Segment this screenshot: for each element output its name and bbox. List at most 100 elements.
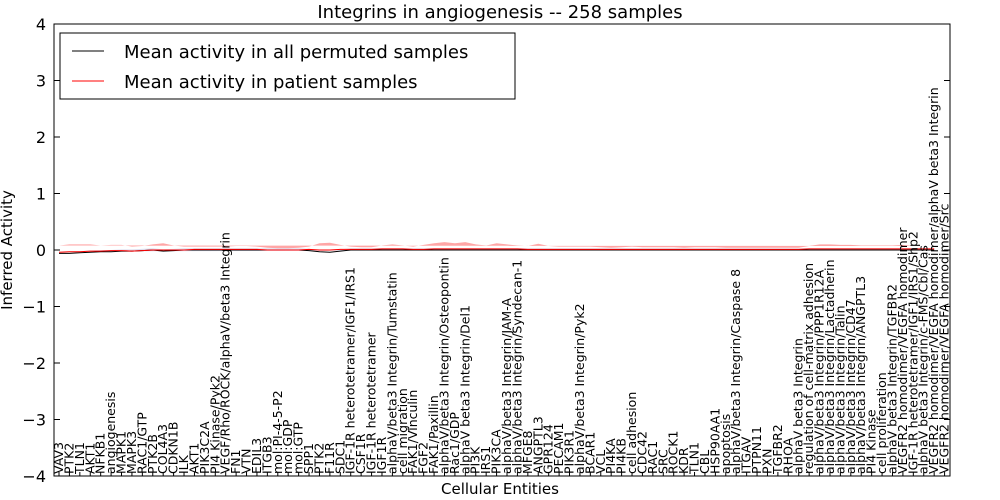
x-tick-label: alphaV/beta3 Integrin/JAM-A <box>499 298 514 474</box>
x-tick-label: CSF1R <box>353 433 368 474</box>
x-tick-label: alphaV/beta3 Integrin/Osteopontin <box>437 257 452 474</box>
x-tick-label: mol:GTP <box>291 422 306 474</box>
x-tick-label: VEGFR2 homodimer/VEGFA homodimer/alphaV … <box>926 87 941 474</box>
x-tick-label: alphaV beta3 Integrin/TGFBR2 <box>885 284 900 474</box>
x-tick-label: SPP1 <box>301 443 316 474</box>
x-tick-label: SRC <box>655 449 670 474</box>
y-tick-label: 3 <box>36 72 46 91</box>
x-tick-label: apoptosis <box>718 414 733 474</box>
x-tick-label: CBL <box>697 450 712 474</box>
x-tick-label: VEGF/Rho/ROCK/alphaV/beta3 Integrin <box>218 232 233 474</box>
x-tick-label: SDC1 <box>332 440 347 474</box>
x-tick-label: VEGFR2 homodimer/VEGFA homodimer/Src <box>937 204 952 474</box>
x-tick-label: VCL <box>593 450 608 474</box>
x-tick-label: VAV3 <box>51 442 66 474</box>
x-tick-label: regulation of cell-matrix adhesion <box>801 263 816 474</box>
x-tick-label: FGF2 <box>416 442 431 474</box>
x-tick-label: alphaV/beta3 Integrin/CD47 <box>843 299 858 474</box>
x-tick-label: angiogenesis <box>103 392 118 474</box>
y-tick-label: 4 <box>36 15 46 34</box>
y-tick-label: −4 <box>22 467 46 486</box>
y-tick-label: 2 <box>36 128 46 147</box>
x-tick-label: ITGAV <box>739 436 754 474</box>
x-tick-label: alphaV/beta3 Integrin/Tumstatin <box>384 272 399 474</box>
x-tick-label: alphaV/beta3 Integrin/Lactadherin <box>822 259 837 474</box>
x-tick-label: FAK1/Paxillin <box>426 395 441 474</box>
x-tick-label: MAPK1 <box>114 431 129 474</box>
x-tick-label: mol:GDP <box>280 419 295 474</box>
x-tick-label: PI4 Kinase <box>864 409 879 474</box>
y-axis: −4 −3 −2 −1 0 1 2 3 4 <box>22 15 950 486</box>
x-tick-label: cell proliferation <box>874 372 889 474</box>
series-line-permuted <box>59 249 935 254</box>
x-tick-label: KDR <box>676 447 691 474</box>
chart-title: Integrins in angiogenesis -- 258 samples <box>317 2 682 23</box>
x-tick-label: alphaV beta3 Integrin <box>791 338 806 474</box>
x-tick-label: RAC1/GTP <box>134 412 149 474</box>
x-tick-label: Rac1/GDP <box>447 412 462 474</box>
legend: Mean activity in all permuted samples Me… <box>59 32 516 100</box>
x-tick-label: AKT1 <box>186 443 201 474</box>
legend-box <box>59 32 516 100</box>
x-tick-label: GPR124 <box>541 424 556 474</box>
x-tick-label: alphaV/beta3 Integrin/Syndecan-1 <box>509 260 524 474</box>
x-tick-label: VTN <box>239 448 254 474</box>
x-tick-label: FAK1/Vinculin <box>405 390 420 474</box>
x-tick-label: ROCK1 <box>666 431 681 474</box>
x-tick-label: mol:PI-4-5-P2 <box>270 390 285 474</box>
x-tick-label: RAC1 <box>645 441 660 474</box>
x-tick-label: BCAR1 <box>582 432 597 474</box>
x-tick-label: IRS1 <box>478 446 493 474</box>
x-tick-label: PXN <box>760 449 775 474</box>
x-tick-label: cell adhesion <box>624 392 639 474</box>
legend-label-permuted: Mean activity in all permuted samples <box>124 42 468 63</box>
x-tick-label: EDIL3 <box>249 438 264 474</box>
x-tick-label: ITGB3 <box>259 436 274 474</box>
x-tick-label: F11R <box>322 442 337 474</box>
x-tick-label: PI4KA <box>603 438 618 474</box>
x-tick-label: alphaV beta3 Integrin/Del1 <box>457 305 472 474</box>
x-tick-label: PECAM1 <box>551 423 566 474</box>
x-tick-label: alphaV/beta3 Integrin/PPP1R12A <box>812 269 827 474</box>
x-tick-label: VEGFR2 homodimer/VEGFA homodimer <box>895 227 910 474</box>
x-tick-label: FN1 <box>228 450 243 475</box>
series-line-patient <box>58 248 935 253</box>
x-tick-label: IGF-1R heterotetramer/IGF1/IRS1/Shp2 <box>905 231 920 474</box>
x-tick-label: RHOA <box>780 437 795 474</box>
y-tick-label: −2 <box>22 354 46 373</box>
series-group <box>58 248 935 254</box>
x-tick-label: TLN1 <box>687 442 702 475</box>
x-tick-label: PI3K <box>468 446 483 474</box>
patient-std-band <box>59 242 935 249</box>
x-tick-label: PIK3CA <box>489 429 504 474</box>
x-tick-label: PI4 Kinase/Pyk2 <box>207 375 222 474</box>
x-tick-label: cell migration <box>395 388 410 474</box>
x-axis-label: Cellular Entities <box>441 480 559 498</box>
x-tick-label: TGFBR2 <box>770 424 785 475</box>
x-tick-label: PTK2 <box>312 443 327 474</box>
x-tick-label: IGF1R <box>374 436 389 474</box>
x-axis: VAV3PTK2TLN1AKT1NFKB1angiogenesisMAPK1MA… <box>51 87 952 476</box>
x-tick-label: ANGPTL3 <box>530 416 545 474</box>
x-tick-label: PTK2 <box>61 443 76 474</box>
x-tick-label: PIK3R1 <box>562 430 577 474</box>
x-tick-label: PTK2B <box>145 434 160 474</box>
x-tick-label: AKT1 <box>82 443 97 474</box>
x-tick-label: alphaV/beta3 Integrin/Pyk2 <box>572 303 587 474</box>
x-tick-label: COL4A3 <box>155 424 170 474</box>
y-tick-label: −1 <box>22 298 46 317</box>
x-tick-label: PI4KB <box>614 438 629 474</box>
x-tick-label: MAPK3 <box>124 431 139 474</box>
x-tick-label: alphaV/beta3 Integrin/Caspase 8 <box>728 269 743 474</box>
x-tick-label: CDC42 <box>634 431 649 474</box>
x-tick-label: NFKB1 <box>93 433 108 474</box>
legend-label-patient: Mean activity in patient samples <box>124 72 418 93</box>
x-tick-label: PIK3C2A <box>197 421 212 474</box>
x-tick-label: alphaV beta3 Integrin/c-FMS/Cbl/Cas <box>916 245 931 474</box>
x-tick-label: alphaV/beta3 Integrin/ANGPTL3 <box>853 276 868 474</box>
x-tick-label: HSP90AA1 <box>707 408 722 474</box>
x-tick-label: ILK <box>176 454 191 474</box>
y-tick-label: 1 <box>36 185 46 204</box>
x-tick-label: alphaV/beta3 Integrin/Talin <box>832 306 847 475</box>
